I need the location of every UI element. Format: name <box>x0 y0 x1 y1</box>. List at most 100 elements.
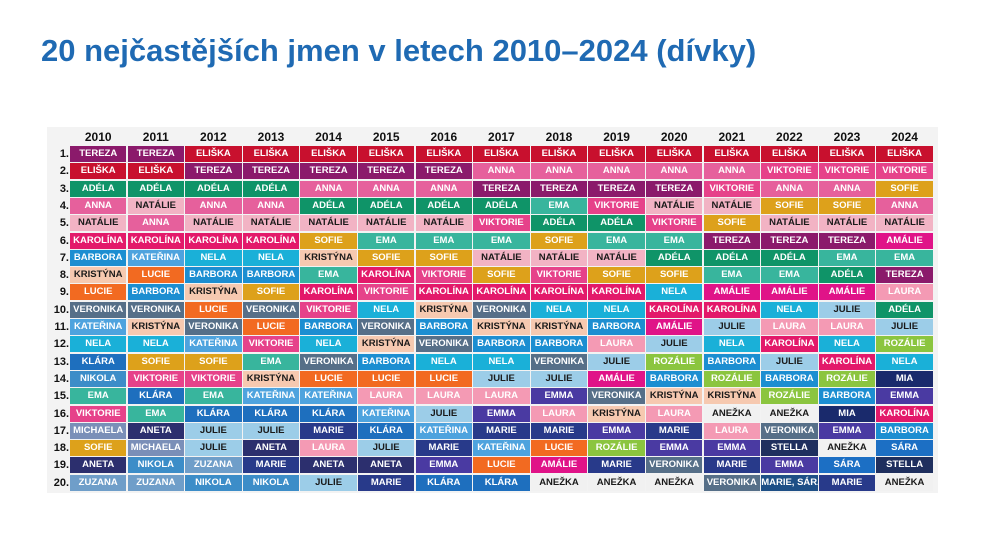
rank-label: 6. <box>59 234 69 247</box>
name-cell: MARIE <box>242 457 300 474</box>
name-cell: KAROLÍNA <box>588 284 645 301</box>
name-cell: NELA <box>530 301 588 318</box>
name-cell: KRISTÝNA <box>242 370 300 387</box>
name-cell: SÁRA <box>818 457 876 474</box>
name-cell: NATÁLIE <box>473 249 530 266</box>
rank-label: 9. <box>59 286 69 299</box>
name-cell: ANNA <box>473 163 530 180</box>
name-cell: KLÁRA <box>242 405 300 422</box>
name-cell: JULIE <box>646 336 703 353</box>
name-cell: VERONIKA <box>761 422 818 439</box>
name-cell: ADÉLA <box>415 197 472 214</box>
name-cell: KAROLÍNA <box>415 284 472 301</box>
name-cell: ANNA <box>818 180 876 197</box>
name-cell: KRISTÝNA <box>185 284 242 301</box>
name-cell: KAROLÍNA <box>358 267 415 284</box>
name-cell: LAURA <box>761 319 818 335</box>
name-cell: KRISTÝNA <box>646 388 703 405</box>
name-cell: JULIE <box>818 301 876 318</box>
name-cell: BARBORA <box>703 353 760 370</box>
name-cell: KRISTÝNA <box>588 405 645 422</box>
name-cell: BARBORA <box>70 249 127 266</box>
name-cell: VERONIKA <box>300 353 357 370</box>
name-cell: KAROLÍNA <box>127 232 184 249</box>
name-cell: VERONIKA <box>185 319 242 335</box>
rank-label: 11. <box>54 321 69 333</box>
name-cell: TEREZA <box>242 163 300 180</box>
name-cell: TEREZA <box>127 146 184 162</box>
name-cell: LUCIE <box>415 370 472 387</box>
name-cell: VIKTORIE <box>703 180 760 197</box>
name-cell: KLÁRA <box>70 353 127 370</box>
name-cell: EMMA <box>646 440 703 457</box>
name-cell: JULIE <box>185 440 242 457</box>
name-cell: AMÁLIE <box>588 370 645 387</box>
rank-label: 7. <box>59 251 69 264</box>
name-cell: TEREZA <box>646 180 703 197</box>
name-cell: VIKTORIE <box>185 370 242 387</box>
name-cell: NIKOLA <box>70 370 127 387</box>
name-cell: SOFIE <box>185 353 242 370</box>
name-cell: ANETA <box>358 457 415 474</box>
name-cell: LAURA <box>300 440 357 457</box>
name-cell: BARBORA <box>300 319 357 335</box>
year-header: 2011 <box>142 130 169 144</box>
name-cell: ANNA <box>530 163 588 180</box>
name-cell: NATÁLIE <box>588 249 645 266</box>
name-cell: EMA <box>242 353 300 370</box>
rank-label: 8. <box>59 269 69 282</box>
name-cell: SÁRA <box>876 440 933 457</box>
name-cell: VERONIKA <box>646 457 703 474</box>
name-cell: MARIE <box>646 422 703 439</box>
name-cell: VERONIKA <box>70 301 127 318</box>
name-cell: EMA <box>818 249 876 266</box>
name-cell: ANNA <box>646 163 703 180</box>
name-cell: LAURA <box>415 388 472 405</box>
name-cell: NELA <box>876 353 933 370</box>
name-cell: NATÁLIE <box>876 215 933 232</box>
name-cell: SOFIE <box>876 180 933 197</box>
rank-label: 10. <box>53 303 69 316</box>
name-cell: ADÉLA <box>530 215 588 232</box>
name-cell: ROZÁLIE <box>761 388 818 405</box>
rank-label: 17. <box>53 424 69 437</box>
name-cell: KLÁRA <box>127 388 184 405</box>
name-cell: EMA <box>127 405 184 422</box>
name-cell: NELA <box>242 249 300 266</box>
name-cell: BARBORA <box>473 336 530 353</box>
name-cell: ANNA <box>185 197 242 214</box>
name-cell: SOFIE <box>300 232 357 249</box>
name-cell: ADÉLA <box>703 249 760 266</box>
name-cell: MARIE <box>415 440 472 457</box>
name-cell: VIKTORIE <box>818 163 876 180</box>
name-cell: KATEŘINA <box>473 440 530 457</box>
name-cell: VIKTORIE <box>70 405 127 422</box>
name-cell: KLÁRA <box>358 422 415 439</box>
name-cell: NATÁLIE <box>761 215 818 232</box>
name-cell: KAROLÍNA <box>703 301 760 318</box>
name-cell: NIKOLA <box>127 457 184 474</box>
name-cell: KLÁRA <box>415 474 472 491</box>
name-cell: ELIŠKA <box>242 146 300 162</box>
name-cell: VIKTORIE <box>761 163 818 180</box>
name-cell: LUCIE <box>530 440 588 457</box>
name-cell: EMA <box>358 232 415 249</box>
year-header: 2020 <box>660 130 688 144</box>
name-cell: LAURA <box>530 405 588 422</box>
name-cell: BARBORA <box>242 267 300 284</box>
year-header: 2024 <box>891 130 918 144</box>
name-cell: LUCIE <box>185 301 242 318</box>
name-cell: VIKTORIE <box>127 370 184 387</box>
name-cell: ELIŠKA <box>358 146 415 162</box>
name-cell: ANEŽKA <box>703 405 760 422</box>
name-cell: KATEŘINA <box>300 388 357 405</box>
name-cell: VERONIKA <box>127 301 184 318</box>
name-cell: EMMA <box>530 388 588 405</box>
name-cell: EMA <box>530 197 588 214</box>
name-cell: ELIŠKA <box>761 146 818 162</box>
name-cell: NATÁLIE <box>127 197 184 214</box>
year-header: 2013 <box>257 130 285 144</box>
name-cell: BARBORA <box>761 370 818 387</box>
name-cell: KATEŘINA <box>185 336 242 353</box>
name-cell: KAROLÍNA <box>185 232 242 249</box>
